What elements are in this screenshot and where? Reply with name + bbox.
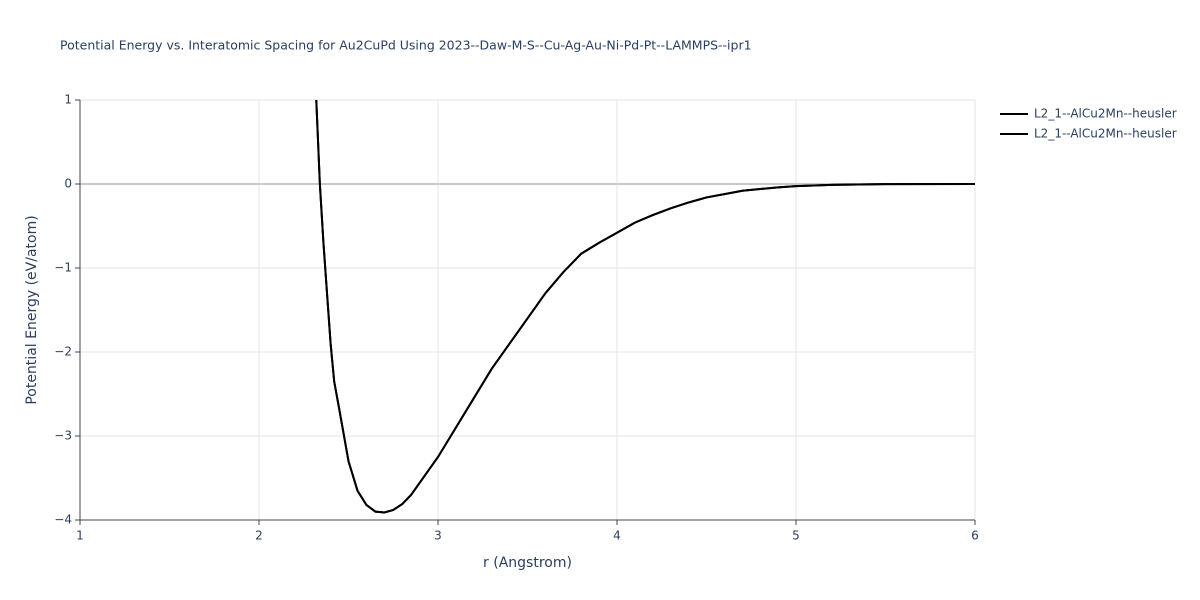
legend-item: L2_1--AlCu2Mn--heusler <box>1000 107 1177 121</box>
axes: 1 2 3 4 5 6 −4 −3 −2 −1 0 1 <box>54 93 979 543</box>
x-tick-label: 4 <box>613 529 621 543</box>
y-tick-label: 0 <box>64 177 72 191</box>
y-tick-label: −1 <box>54 261 72 275</box>
legend-label: L2_1--AlCu2Mn--heusler <box>1034 107 1177 121</box>
x-axis-label: r (Angstrom) <box>483 555 572 571</box>
chart-title: Potential Energy vs. Interatomic Spacing… <box>60 38 752 53</box>
x-tick-label: 2 <box>255 529 263 543</box>
data-line <box>315 100 975 514</box>
legend-item: L2_1--AlCu2Mn--heusler <box>1000 127 1177 141</box>
legend-label: L2_1--AlCu2Mn--heusler <box>1034 127 1177 141</box>
y-axis-label: Potential Energy (eV/atom) <box>24 215 40 404</box>
y-tick-label: 1 <box>64 93 72 107</box>
x-tick-label: 5 <box>792 529 800 543</box>
y-tick-label: −2 <box>54 345 72 359</box>
plot-area <box>315 100 975 514</box>
y-tick-label: −3 <box>54 429 72 443</box>
data-line <box>315 100 975 514</box>
y-tick-label: −4 <box>54 513 72 527</box>
grid <box>79 99 976 521</box>
x-tick-label: 1 <box>76 529 84 543</box>
x-tick-label: 6 <box>971 529 979 543</box>
x-tick-label: 3 <box>434 529 442 543</box>
